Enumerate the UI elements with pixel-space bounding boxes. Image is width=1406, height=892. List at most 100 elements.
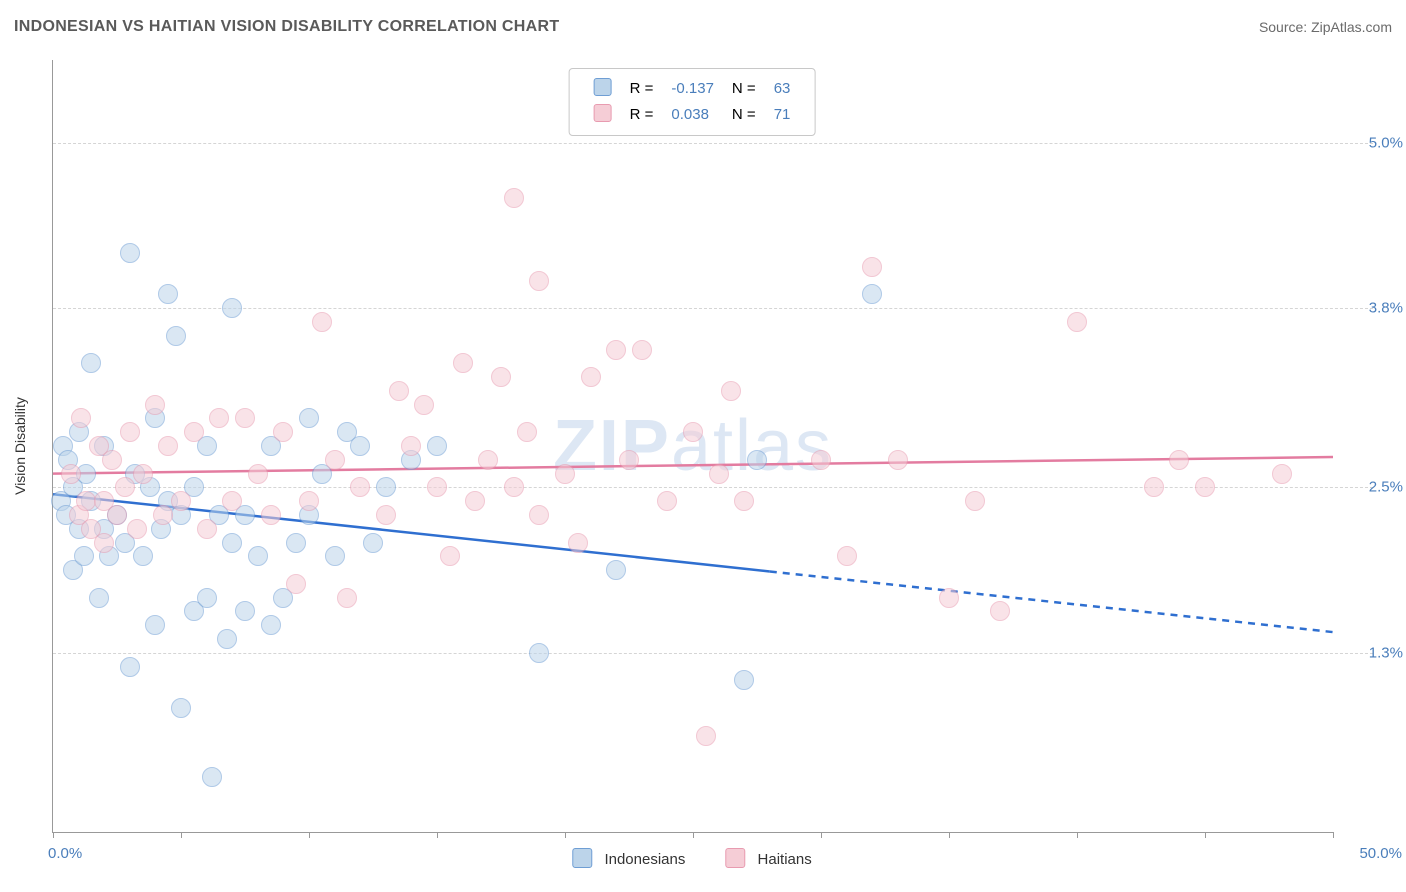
scatter-point-series1 [427,436,447,456]
scatter-point-series2 [504,477,524,497]
scatter-point-series1 [248,546,268,566]
scatter-point-series2 [862,257,882,277]
scatter-point-series2 [153,505,173,525]
scatter-point-series2 [61,464,81,484]
scatter-point-series2 [273,422,293,442]
scatter-point-series2 [465,491,485,511]
scatter-point-series2 [1195,477,1215,497]
x-tick [309,832,310,838]
scatter-point-series1 [286,533,306,553]
scatter-point-series2 [127,519,147,539]
scatter-point-series2 [209,408,229,428]
scatter-point-series2 [312,312,332,332]
swatch-series2-small [594,104,612,122]
scatter-point-series2 [197,519,217,539]
scatter-point-series2 [71,408,91,428]
gridline-h [53,487,1373,488]
scatter-point-series2 [990,601,1010,621]
scatter-point-series1 [222,298,242,318]
r-label: R = [622,77,662,101]
scatter-point-series2 [94,533,114,553]
scatter-point-series1 [197,588,217,608]
legend-item-series2: Haitians [725,848,811,868]
scatter-point-series1 [222,533,242,553]
scatter-point-series2 [888,450,908,470]
scatter-point-series2 [248,464,268,484]
scatter-point-series2 [299,491,319,511]
scatter-point-series1 [133,546,153,566]
correlation-table: R = -0.137 N = 63 R = 0.038 N = 71 [584,75,801,129]
scatter-point-series2 [734,491,754,511]
scatter-point-series1 [261,615,281,635]
scatter-point-series2 [376,505,396,525]
scatter-point-series1 [734,670,754,690]
scatter-point-series2 [1272,464,1292,484]
series-legend: Indonesians Haitians [572,848,811,868]
trend-lines-svg [53,60,1333,832]
scatter-point-series2 [440,546,460,566]
scatter-point-series1 [74,546,94,566]
correlation-legend: R = -0.137 N = 63 R = 0.038 N = 71 [569,68,816,136]
scatter-point-series2 [619,450,639,470]
scatter-point-series1 [166,326,186,346]
scatter-point-series2 [657,491,677,511]
scatter-point-series1 [145,615,165,635]
scatter-point-series2 [145,395,165,415]
plot-container: Vision Disability ZIPatlas 1.3%2.5%3.8%5… [52,60,1332,832]
scatter-point-series2 [555,464,575,484]
scatter-point-series2 [401,436,421,456]
scatter-point-series2 [709,464,729,484]
trendline-series2 [53,457,1333,474]
x-axis-max-label: 50.0% [1359,845,1402,862]
scatter-point-series1 [747,450,767,470]
x-tick [53,832,54,838]
scatter-point-series2 [721,381,741,401]
scatter-point-series2 [133,464,153,484]
scatter-point-series1 [217,629,237,649]
scatter-point-series2 [414,395,434,415]
r-label: R = [622,103,662,127]
scatter-point-series2 [389,381,409,401]
n-label: N = [724,77,764,101]
scatter-point-series2 [478,450,498,470]
scatter-point-series2 [115,477,135,497]
x-tick [693,832,694,838]
y-tick-label: 5.0% [1369,134,1403,151]
plot-area: ZIPatlas 1.3%2.5%3.8%5.0% [52,60,1333,833]
swatch-series1 [572,848,592,868]
scatter-point-series2 [811,450,831,470]
x-tick [821,832,822,838]
scatter-point-series2 [632,340,652,360]
scatter-point-series2 [235,408,255,428]
scatter-point-series2 [171,491,191,511]
scatter-point-series2 [222,491,242,511]
scatter-point-series1 [81,353,101,373]
scatter-point-series1 [120,657,140,677]
swatch-series2 [725,848,745,868]
scatter-point-series1 [862,284,882,304]
y-tick-label: 3.8% [1369,300,1403,317]
scatter-point-series2 [491,367,511,387]
scatter-point-series1 [606,560,626,580]
scatter-point-series2 [350,477,370,497]
x-tick [437,832,438,838]
y-tick-label: 2.5% [1369,479,1403,496]
x-axis-min-label: 0.0% [48,845,82,862]
scatter-point-series2 [581,367,601,387]
scatter-point-series1 [350,436,370,456]
scatter-point-series1 [89,588,109,608]
scatter-point-series2 [427,477,447,497]
source-label: Source: ZipAtlas.com [1259,19,1392,35]
scatter-point-series1 [299,408,319,428]
scatter-point-series2 [158,436,178,456]
scatter-point-series2 [606,340,626,360]
x-tick [1205,832,1206,838]
scatter-point-series1 [376,477,396,497]
scatter-point-series1 [202,767,222,787]
y-tick-label: 1.3% [1369,644,1403,661]
scatter-point-series2 [837,546,857,566]
legend-row-series2: R = 0.038 N = 71 [586,103,799,127]
scatter-point-series2 [965,491,985,511]
scatter-point-series1 [158,284,178,304]
scatter-point-series2 [529,271,549,291]
